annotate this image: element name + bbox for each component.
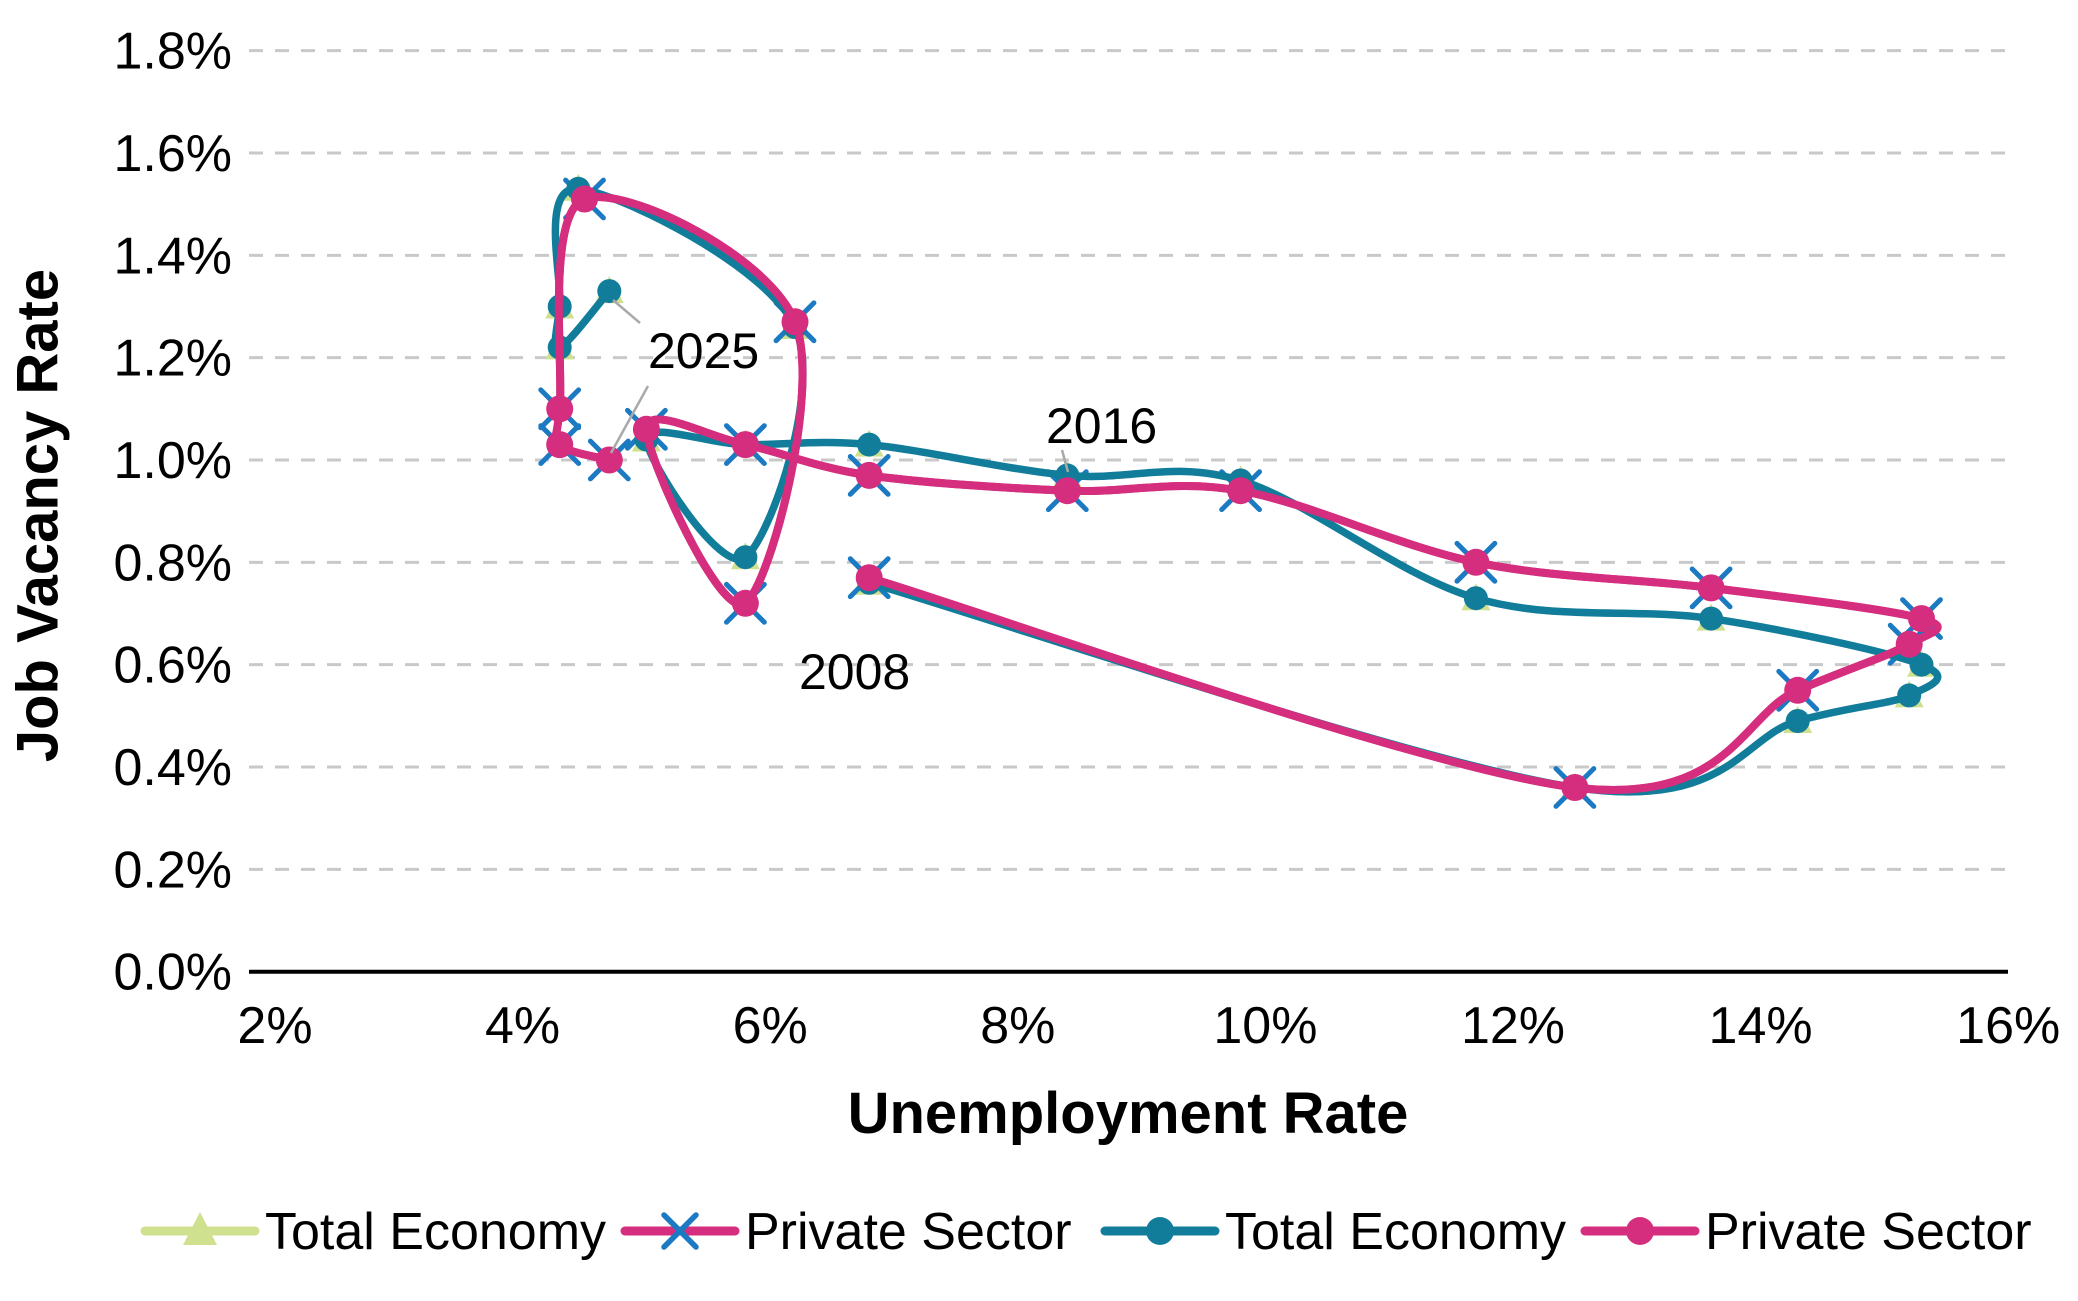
y-tick-label-0.4%: 0.4% [113,739,232,797]
series-3-point-4-circle-marker [1908,605,1935,633]
x-tick-label-16%: 16% [1956,997,2060,1055]
series-3-point-12-circle-marker [731,589,759,617]
series-3-point-2-circle-marker [1784,676,1812,704]
series-2-point-12-circle-marker [733,545,758,570]
y-tick-label-0.2%: 0.2% [113,841,232,899]
y-tick-label-1.8%: 1.8% [113,23,232,81]
legend-x-marker-icon [661,1212,699,1250]
series-3-point-8-circle-marker [1053,477,1081,505]
series-3-point-13-circle-marker [781,308,809,336]
legend-item-0-total-economy: Total Economy [140,1203,606,1261]
series-2-point-6-circle-marker [1463,586,1488,611]
y-tick-label-0.0%: 0.0% [113,944,232,1002]
legend-item-3-private-sector: Private Sector [1580,1203,2032,1261]
annotation-2025-leader-0 [612,299,641,324]
series-3-point-7-circle-marker [1227,477,1255,505]
series-3-point-15-circle-marker [546,395,574,423]
legend-label: Total Economy [1225,1203,1566,1261]
series-2-line [551,185,1942,796]
x-tick-label-4%: 4% [485,997,560,1055]
x-tick-label-12%: 12% [1461,997,1565,1055]
legend-label: Total Economy [265,1203,606,1261]
x-tick-label-6%: 6% [733,997,808,1055]
series-3-point-3-circle-marker [1895,630,1923,658]
series-3-point-16-circle-marker [546,431,574,459]
y-tick-label-1.6%: 1.6% [113,125,232,183]
legend-circle-marker-icon [1626,1217,1654,1245]
annotation-2016-leader-0 [1060,449,1070,473]
series-3-point-9-circle-marker [855,461,883,489]
series-2-point-2-circle-marker [1785,709,1810,733]
legend-triangle-marker-icon [183,1212,217,1245]
series-2-point-3-circle-marker [1897,683,1922,708]
legend-circle-marker-icon [1146,1217,1174,1245]
y-axis-title: Job Vacancy Rate [5,268,71,763]
x-tick-label-14%: 14% [1709,997,1813,1055]
legend-label: Private Sector [745,1203,1072,1261]
annotation-2025-leader-1 [609,385,650,454]
annotation-2025: 2025 [648,323,759,379]
series-2-point-4-circle-marker [1909,652,1934,677]
x-tick-label-2%: 2% [237,997,312,1055]
series-3-point-10-circle-marker [731,431,759,459]
series-2-point-5-circle-marker [1699,606,1724,631]
x-tick-label-8%: 8% [980,997,1055,1055]
annotation-2008: 2008 [799,644,910,700]
series-3-point-14-circle-marker [571,185,598,213]
series-3-point-1-circle-marker [1561,774,1589,801]
legend-label: Private Sector [1705,1203,2032,1261]
series-3-point-6-circle-marker [1462,548,1490,576]
y-tick-label-1.0%: 1.0% [113,432,232,490]
series-3-point-11-circle-marker [632,415,660,443]
legend-item-2-total-economy: Total Economy [1100,1203,1566,1261]
y-tick-label-0.6%: 0.6% [113,637,232,695]
x-axis-title: Unemployment Rate [847,1081,1409,1146]
y-tick-label-1.2%: 1.2% [113,330,232,388]
series-2-point-9-circle-marker [857,432,882,457]
series-3-point-5-circle-marker [1697,574,1725,602]
legend-item-1-private-sector: Private Sector [620,1203,1072,1261]
y-tick-label-1.4%: 1.4% [113,227,232,285]
y-tick-label-0.8%: 0.8% [113,534,232,592]
series-3-point-0-circle-marker [855,564,883,592]
series-2-point-17-circle-marker [597,279,622,304]
series-3-point-17-circle-marker [595,446,623,474]
annotation-2016: 2016 [1046,398,1157,454]
x-tick-label-10%: 10% [1213,997,1317,1055]
